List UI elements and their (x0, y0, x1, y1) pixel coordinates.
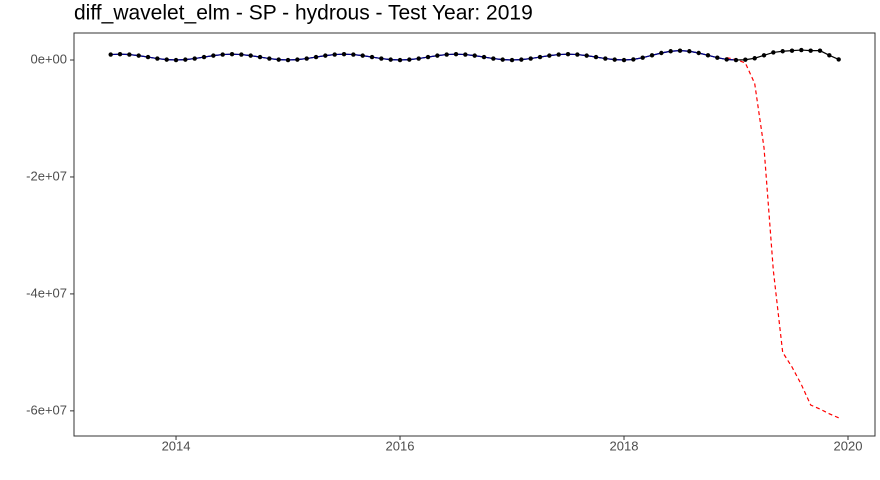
y-tick-label: -6e+07 (26, 402, 67, 417)
data-point (500, 57, 505, 62)
data-point (780, 49, 785, 54)
data-point (612, 57, 617, 62)
data-point (668, 49, 673, 54)
data-point (127, 52, 132, 57)
data-point (799, 47, 804, 53)
data-point (752, 56, 757, 61)
data-point (332, 52, 337, 57)
plot-panel (73, 32, 876, 437)
data-point (584, 53, 589, 58)
data-point (677, 48, 683, 53)
data-point (491, 56, 496, 61)
x-tick-label: 2020 (834, 438, 863, 453)
data-point (565, 51, 571, 57)
data-point (173, 57, 179, 63)
data-point (836, 57, 841, 62)
data-point (416, 56, 421, 61)
data-point (155, 56, 160, 61)
data-point (183, 57, 188, 62)
chart-title: diff_wavelet_elm - SP - hydrous - Test Y… (74, 2, 533, 25)
data-point (472, 53, 477, 58)
data-point (388, 57, 393, 62)
data-point (435, 53, 440, 58)
data-point (285, 57, 291, 63)
data-point (453, 51, 459, 57)
data-point (379, 56, 384, 61)
y-tick-label: -2e+07 (26, 168, 67, 183)
data-point (117, 51, 123, 57)
data-point (696, 50, 701, 56)
data-point (761, 53, 767, 58)
data-point (360, 53, 365, 58)
data-point (556, 52, 561, 57)
data-point (304, 56, 309, 61)
data-point (575, 52, 580, 57)
data-point (341, 51, 347, 57)
data-point (659, 50, 664, 56)
data-point (733, 57, 739, 63)
data-point (547, 53, 552, 58)
data-point (313, 54, 319, 60)
y-tick-label: -4e+07 (26, 285, 67, 300)
data-point (248, 53, 253, 58)
data-point (295, 57, 300, 62)
data-point (108, 52, 113, 57)
data-point (687, 49, 692, 54)
data-point (724, 57, 729, 62)
data-point (705, 53, 711, 58)
data-point (164, 57, 169, 62)
data-point (603, 56, 608, 61)
data-point (323, 53, 328, 58)
data-point (827, 53, 832, 58)
data-point (631, 57, 636, 62)
data-point (649, 53, 655, 58)
series-line (726, 57, 839, 419)
x-tick-label: 2016 (386, 438, 415, 453)
data-point (145, 54, 151, 60)
data-point (817, 48, 823, 53)
data-point (509, 57, 515, 63)
data-point (201, 54, 207, 60)
data-point (519, 57, 524, 62)
data-point (267, 56, 272, 61)
data-point (276, 57, 281, 62)
x-tick-label: 2014 (162, 438, 191, 453)
data-point (593, 54, 599, 60)
data-point (789, 48, 795, 53)
data-point (481, 54, 487, 60)
data-point (463, 52, 468, 57)
data-point (407, 57, 412, 62)
data-point (528, 56, 533, 61)
data-point (771, 50, 776, 55)
data-point (351, 52, 356, 57)
data-point (239, 52, 244, 57)
y-tick-label: 0e+00 (30, 51, 67, 66)
data-point (257, 54, 263, 60)
data-point (136, 53, 141, 58)
data-point (808, 48, 813, 53)
data-point (192, 56, 197, 61)
data-point (425, 54, 431, 60)
data-point (444, 52, 449, 57)
data-point (220, 52, 225, 57)
data-point (537, 54, 543, 60)
data-point (715, 55, 720, 60)
data-point (621, 57, 627, 63)
x-tick-label: 2018 (610, 438, 639, 453)
data-point (743, 57, 748, 62)
data-point (397, 57, 403, 63)
data-point (640, 55, 645, 60)
data-point (369, 54, 375, 60)
data-point (229, 51, 235, 57)
data-point (211, 53, 216, 58)
